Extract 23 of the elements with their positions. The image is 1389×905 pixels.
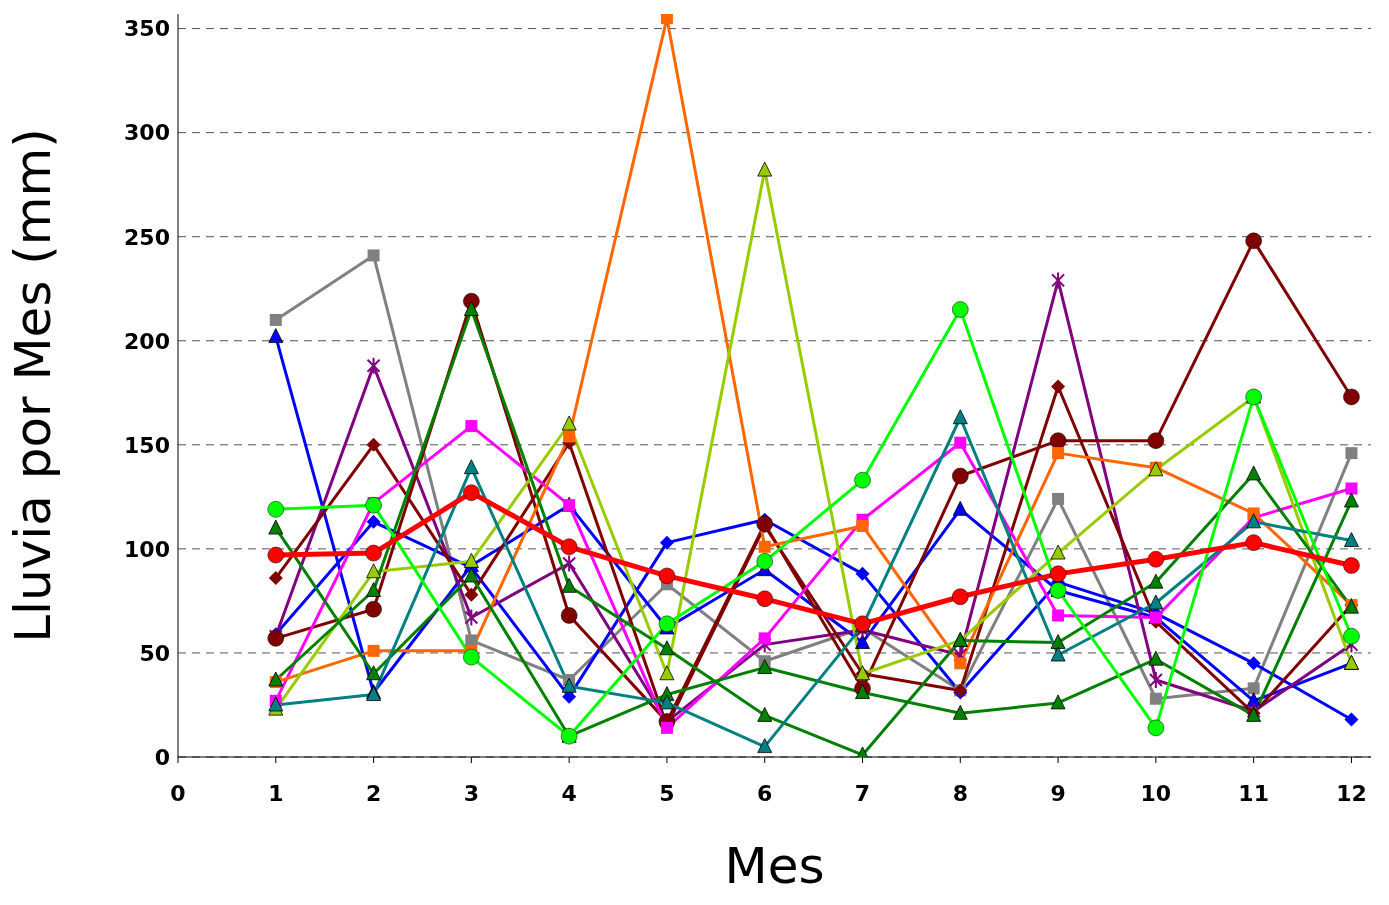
y-tick-label: 350 bbox=[124, 16, 170, 42]
y-tick-label: 250 bbox=[124, 224, 170, 250]
x-tick-label: 3 bbox=[463, 780, 480, 806]
x-tick-label: 4 bbox=[561, 780, 577, 806]
y-tick-label: 50 bbox=[139, 640, 170, 666]
y-tick-label: 0 bbox=[154, 744, 170, 770]
y-tick-label: 200 bbox=[124, 328, 170, 354]
x-tick-label: 6 bbox=[757, 780, 773, 806]
x-tick-label: 2 bbox=[365, 780, 382, 806]
x-tick-label: 1 bbox=[268, 780, 284, 806]
x-tick-label: 11 bbox=[1238, 780, 1269, 806]
x-axis-title: Mes bbox=[724, 837, 825, 895]
x-tick-label: 5 bbox=[659, 780, 675, 806]
x-tick-label: 8 bbox=[952, 780, 968, 806]
y-axis-title: Lluvia por Mes (mm) bbox=[3, 128, 62, 643]
x-tick-label: 9 bbox=[1050, 780, 1066, 806]
x-tick-label: 7 bbox=[854, 780, 871, 806]
y-tick-label: 150 bbox=[124, 432, 170, 458]
y-tick-label: 100 bbox=[124, 536, 170, 562]
x-tick-label: 10 bbox=[1140, 780, 1172, 806]
x-tick-label: 12 bbox=[1336, 780, 1367, 806]
y-tick-label: 300 bbox=[124, 120, 170, 146]
x-tick-label: 0 bbox=[170, 780, 186, 806]
